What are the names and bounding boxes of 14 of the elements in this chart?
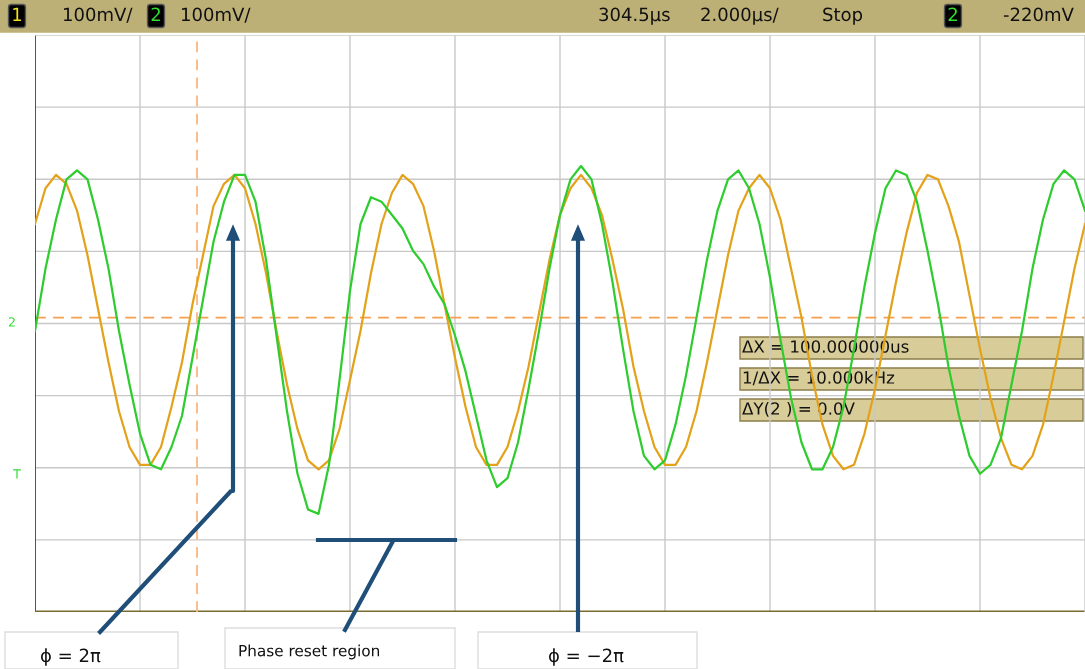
text: 2 [948, 7, 957, 21]
text: 1 [13, 7, 22, 21]
text: Stop [823, 7, 863, 25]
text: -220mV [1003, 7, 1074, 22]
text: 304.5µs [599, 7, 670, 25]
text: 100mV/ [181, 7, 251, 23]
text: 2 [8, 317, 15, 327]
text: ϕ = −2π [548, 648, 624, 666]
text: ϕ = 2π [40, 648, 101, 666]
text: 2.000µs/ [701, 7, 779, 25]
text: T [13, 469, 21, 479]
text: Phase reset region [239, 644, 380, 660]
text: 2 [151, 7, 160, 21]
text: 100mV/ [63, 7, 133, 23]
